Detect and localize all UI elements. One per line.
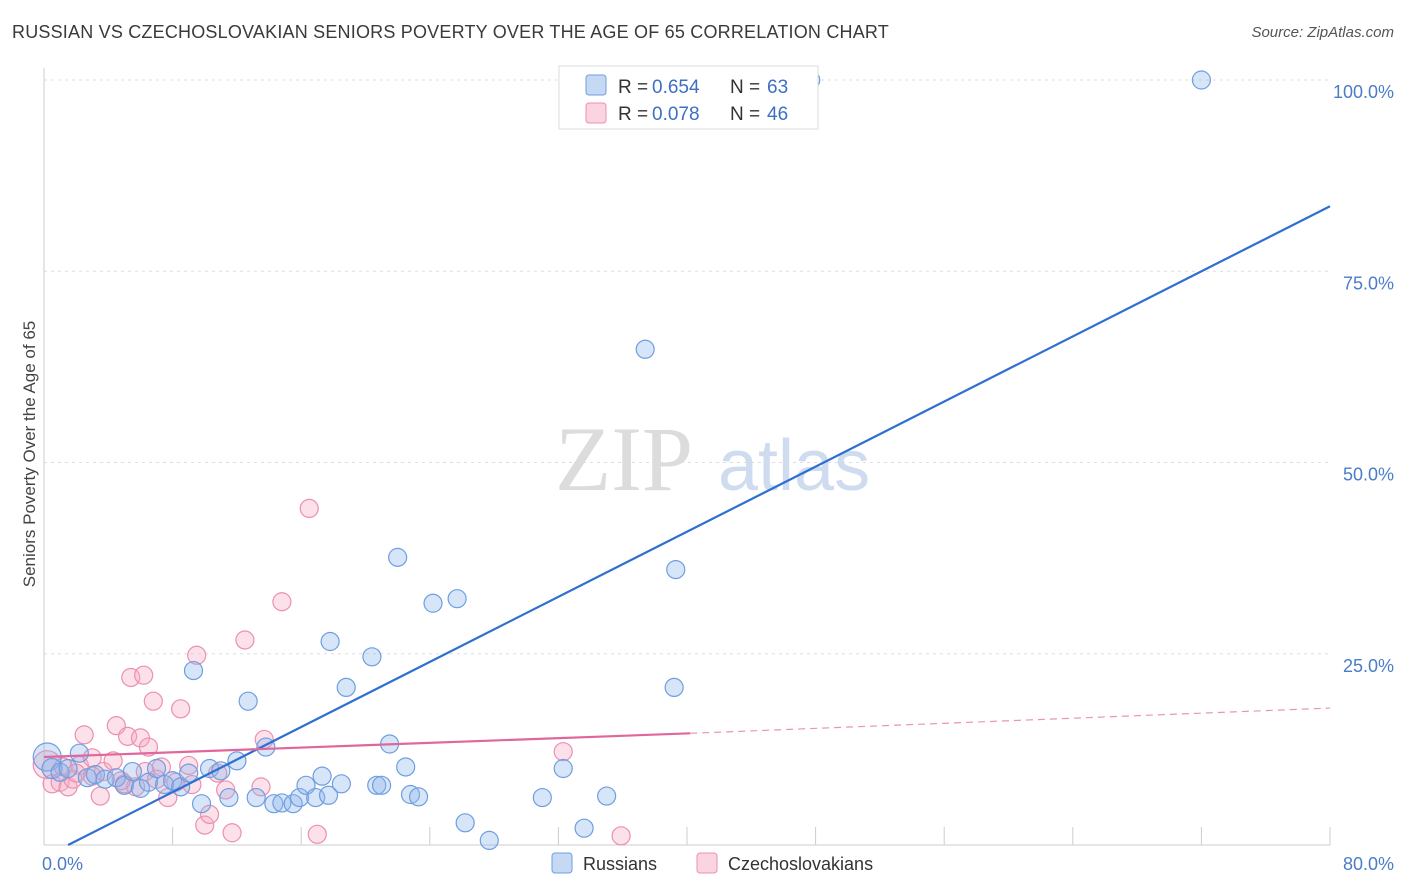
legend-n-label-2: N =: [730, 104, 760, 125]
series-legend: Russians Czechoslovakians: [551, 852, 873, 874]
bottom-legend-swatch-czechoslovakians: [696, 852, 718, 874]
czechoslovakians-trend-line: [43, 732, 691, 759]
correlation-legend: R = 0.654 N = 63 R = 0.078 N = 46: [558, 65, 819, 130]
russians-point: [318, 785, 339, 805]
grid-lines: [44, 79, 1330, 655]
russians-point: [664, 677, 684, 698]
bottom-legend-russians: Russians: [583, 854, 657, 874]
axes: [43, 68, 1331, 846]
x-tick-label: 80.0%: [1343, 854, 1394, 874]
czechoslovakians-point: [74, 725, 94, 745]
russians-point: [58, 758, 78, 779]
czechoslovakians-point: [222, 823, 242, 843]
russians-point: [574, 818, 594, 838]
russians-point: [191, 794, 212, 814]
russians-point: [635, 339, 655, 359]
russians-point: [85, 765, 106, 785]
czechoslovakians-point: [138, 737, 159, 757]
russians-point: [69, 743, 89, 763]
y-tick-label: 100.0%: [1333, 82, 1394, 102]
russians-point: [312, 766, 332, 786]
czechoslovakians-point: [199, 804, 220, 825]
russians-point: [219, 787, 239, 808]
russians-point: [408, 787, 429, 807]
russians-point: [388, 547, 408, 567]
watermark-atlas: atlas: [718, 426, 870, 506]
russians-point: [400, 784, 421, 805]
russians-point: [597, 786, 617, 806]
russians-point: [238, 691, 258, 711]
russians-point: [447, 589, 467, 609]
legend-r-label-1: R =: [618, 77, 648, 98]
russians-point: [122, 761, 143, 782]
czechoslovakians-point: [272, 592, 292, 612]
russians-point: [666, 559, 686, 580]
legend-r-value-1: 0.654: [652, 77, 700, 98]
russians-point: [264, 794, 284, 814]
russians-trend-line: [67, 205, 1331, 846]
czechoslovakians-trend-extension: [690, 707, 1331, 734]
czechoslovakians-point: [195, 815, 215, 835]
russians-point: [362, 647, 382, 667]
legend-n-value-2: 46: [767, 104, 788, 125]
legend-swatch-russians: [585, 74, 607, 96]
y-tick-labels: 25.0% 50.0% 75.0% 100.0%: [1333, 82, 1394, 676]
watermark-zip: ZIP: [555, 408, 693, 510]
czechoslovakians-point: [611, 826, 631, 846]
chart-title: RUSSIAN VS CZECHOSLOVAKIAN SENIORS POVER…: [12, 22, 890, 42]
legend-n-label-1: N =: [730, 77, 760, 98]
russians-point: [227, 751, 247, 771]
russians-point: [183, 660, 204, 681]
x-tick-labels: 0.0% 80.0%: [42, 854, 1394, 874]
russians-point: [553, 758, 573, 779]
russians-point: [423, 593, 443, 613]
trend-lines: [43, 205, 1331, 846]
czechoslovakians-point: [179, 755, 199, 776]
czechoslovakians-point: [90, 786, 110, 806]
y-tick-label: 25.0%: [1343, 656, 1394, 676]
czechoslovakians-point: [42, 774, 62, 794]
x-tick-label: 0.0%: [42, 854, 83, 874]
russians-point: [1191, 70, 1212, 90]
legend-r-label-2: R =: [618, 104, 648, 125]
russians-point: [246, 787, 266, 808]
chart-source: Source: ZipAtlas.com: [1251, 24, 1394, 41]
czechoslovakians-point: [143, 691, 163, 711]
russians-point: [367, 775, 387, 795]
russians-point: [371, 775, 392, 795]
russians-point: [479, 830, 499, 851]
russians-point: [320, 631, 340, 652]
bottom-legend-swatch-russians: [551, 852, 573, 874]
czechoslovakians-point: [251, 777, 271, 797]
legend-swatch-czechoslovakians: [585, 102, 607, 124]
czechoslovakians-point: [553, 742, 573, 762]
bottom-legend-czechoslovakians: Czechoslovakians: [728, 854, 873, 874]
czechoslovakians-point: [171, 699, 191, 719]
russians-point: [289, 787, 310, 808]
russians-point: [146, 758, 167, 779]
czechoslovakians-point: [307, 824, 327, 844]
russians-point: [331, 774, 351, 794]
russians-point: [336, 677, 356, 698]
czechoslovakians-point: [134, 665, 154, 685]
czechoslovakians-point: [235, 630, 255, 650]
russians-point: [455, 813, 475, 833]
russians-points: [32, 70, 1212, 851]
legend-r-value-2: 0.078: [652, 104, 700, 125]
watermark: ZIP atlas: [555, 408, 870, 510]
russians-point: [396, 757, 416, 777]
czechoslovakians-point: [187, 645, 207, 665]
russians-point: [532, 787, 552, 808]
czechoslovakians-point: [299, 498, 319, 518]
legend-n-value-1: 63: [767, 77, 788, 98]
y-tick-label: 75.0%: [1343, 273, 1394, 293]
russians-point: [179, 763, 199, 783]
y-tick-label: 50.0%: [1343, 465, 1394, 485]
